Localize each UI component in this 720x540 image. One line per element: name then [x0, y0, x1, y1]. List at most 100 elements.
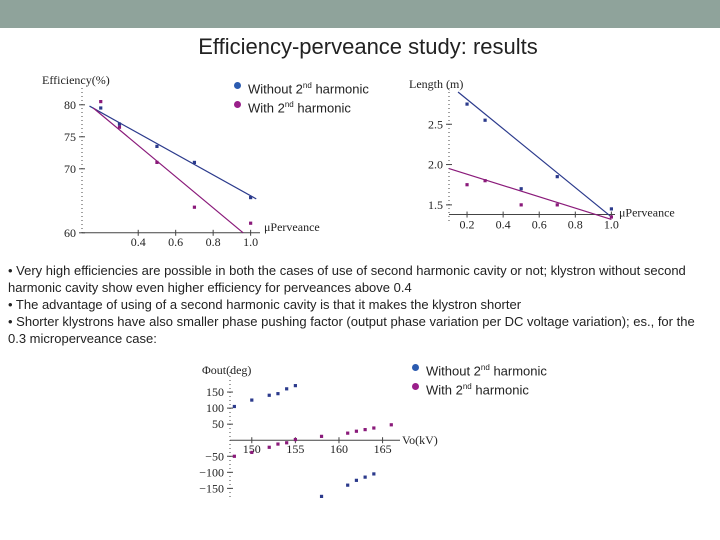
x-axis-label: μPerveance — [264, 220, 320, 234]
y-tick-label: 50 — [212, 417, 224, 431]
efficiency-chart: 80 75 70 60 0.4 0.6 0.8 1.0 μPerveance Efficiency… — [42, 73, 320, 249]
data-point-series-2 — [609, 215, 613, 219]
y-tick-label: 80 — [64, 98, 76, 112]
x-tick-label: 0.8 — [206, 235, 221, 249]
y-axis-label: Φout(deg) — [202, 363, 251, 377]
data-point-series-2 — [372, 426, 376, 430]
top-bar — [0, 0, 720, 28]
data-point-series-1 — [293, 384, 297, 388]
legend-sup-without: nd — [302, 81, 312, 90]
legend-dot-without-bottom — [412, 364, 419, 371]
data-point-series-2 — [465, 183, 469, 187]
data-point-series-1 — [232, 404, 236, 409]
fit-line-series-2 — [448, 168, 612, 220]
y-tick-label: 2.0 — [428, 158, 443, 172]
x-tick-label: 0.6 — [168, 235, 183, 249]
data-point-series-1 — [363, 475, 367, 479]
data-point-series-1 — [249, 196, 253, 200]
data-point-series-1 — [609, 207, 613, 211]
data-point-series-2 — [319, 434, 324, 438]
bullet-list: • Very high efficiencies are possible in… — [8, 262, 714, 347]
x-tick-label: 150 — [243, 442, 261, 456]
legend-suffix-with: harmonic — [293, 100, 351, 116]
y-tick-label: 2.5 — [428, 117, 443, 131]
legend-sup-with-bottom: nd — [462, 382, 472, 392]
x-tick-label: 0.6 — [532, 218, 547, 232]
data-point-series-2 — [249, 221, 253, 225]
data-point-series-2 — [363, 428, 367, 432]
data-point-series-2 — [192, 205, 197, 209]
data-point-series-2 — [519, 203, 523, 207]
x-axis-label: μPerveance — [619, 206, 675, 220]
x-tick-label: 155 — [286, 442, 304, 456]
data-point-series-1 — [354, 478, 359, 482]
legend-sup-without-bottom: nd — [480, 363, 490, 372]
y-axis-label: Length (m) — [409, 77, 463, 91]
slide-title: Efficiency-perveance study: results — [198, 34, 538, 59]
data-point-series-2 — [117, 125, 122, 129]
data-point-series-1 — [117, 122, 122, 126]
fit-line-series-2 — [92, 107, 244, 234]
x-tick-label: 1.0 — [243, 235, 258, 249]
data-point-series-1 — [372, 472, 376, 476]
legend-item-without-bottom: Without 2nd harmonic — [410, 360, 547, 379]
bullet-1: • Very high efficiencies are possible in… — [8, 263, 686, 295]
x-tick-label: 0.4 — [131, 235, 146, 249]
data-point-series-1 — [346, 483, 350, 487]
y-tick-label: 70 — [64, 162, 76, 176]
data-point-series-1 — [555, 175, 559, 179]
data-point-series-2 — [250, 450, 254, 455]
data-point-series-2 — [267, 445, 271, 449]
y-axis-label: Efficiency(%) — [42, 73, 110, 87]
legend-label-with-bottom: With 2 — [426, 382, 463, 398]
data-point-series-2 — [389, 423, 393, 427]
y-tick-label: −100 — [199, 465, 224, 479]
y-tick-label: 75 — [64, 130, 76, 144]
legend-item-with: With 2nd harmonic — [232, 97, 369, 116]
x-axis-label: Vo(kV) — [402, 433, 438, 447]
legend-sup-with: nd — [284, 100, 294, 110]
y-tick-label: 100 — [206, 401, 224, 415]
bullet-2: • The advantage of using of a second har… — [8, 297, 522, 312]
data-point-series-2 — [232, 454, 236, 458]
data-point-series-2 — [276, 442, 280, 446]
data-point-series-2 — [293, 437, 297, 442]
legend-dot-with-bottom — [412, 383, 419, 391]
legend-item-with-bottom: With 2nd harmonic — [410, 379, 547, 398]
legend-bottom: Without 2nd harmonic With 2nd harmonic — [410, 360, 547, 399]
data-point-series-2 — [354, 429, 359, 433]
legend-suffix-without: harmonic — [311, 81, 369, 97]
data-point-series-1 — [267, 393, 271, 397]
legend-label-without-bottom: Without 2 — [426, 363, 481, 379]
x-tick-label: 160 — [330, 442, 348, 456]
x-tick-label: 1.0 — [604, 218, 619, 232]
fit-line-series-1 — [457, 91, 612, 218]
legend-suffix-with-bottom: harmonic — [471, 382, 529, 398]
data-point-series-1 — [276, 392, 280, 396]
legend-dot-without — [234, 82, 241, 89]
data-point-series-2 — [99, 100, 103, 104]
phase-chart: 150 100 50 −50 −100 −150 150 155 160 165 Vo(kV) Φou… — [199, 363, 438, 498]
data-point-series-2 — [285, 441, 289, 445]
data-point-series-2 — [483, 179, 487, 183]
legend-label-without: Without 2 — [248, 81, 303, 97]
x-tick-label: 0.8 — [568, 218, 583, 232]
data-point-series-2 — [155, 160, 159, 164]
data-point-series-1 — [319, 494, 324, 498]
legend-item-without: Without 2nd harmonic — [232, 78, 369, 97]
data-point-series-1 — [465, 102, 469, 106]
y-tick-label: 150 — [206, 385, 224, 399]
data-point-series-2 — [346, 431, 350, 435]
x-tick-label: 0.2 — [460, 218, 475, 232]
data-point-series-2 — [555, 203, 559, 207]
y-tick-label: 60 — [64, 226, 76, 240]
x-tick-label: 165 — [374, 442, 392, 456]
data-point-series-1 — [519, 187, 523, 191]
legend-top: Without 2nd harmonic With 2nd harmonic — [232, 78, 369, 117]
y-tick-label: 1.5 — [428, 198, 443, 212]
legend-label-with: With 2 — [248, 100, 285, 116]
bullet-3: • Shorter klystrons have also smaller ph… — [8, 314, 695, 346]
data-point-series-1 — [483, 118, 487, 122]
data-point-series-1 — [285, 387, 289, 391]
y-tick-label: −50 — [205, 449, 224, 463]
